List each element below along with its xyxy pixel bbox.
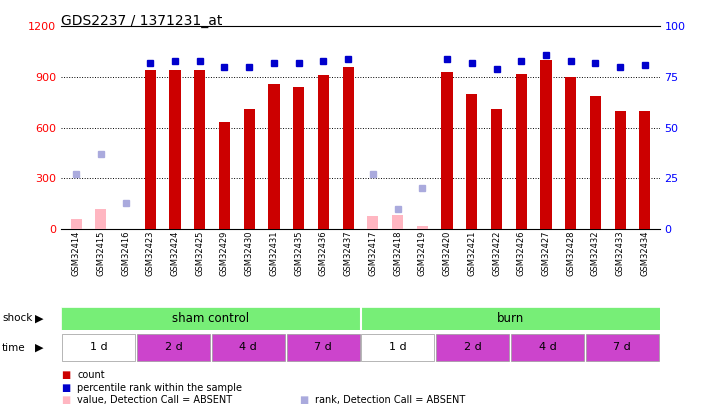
Text: percentile rank within the sample: percentile rank within the sample [77,383,242,393]
Bar [169,70,180,229]
Text: ■: ■ [299,395,309,405]
Bar [342,67,354,229]
Text: 4 d: 4 d [539,342,557,352]
Bar [244,109,255,229]
Bar [62,334,135,361]
Bar [145,70,156,229]
Bar [436,334,509,361]
Text: 7 d: 7 d [614,342,631,352]
Text: 2 d: 2 d [164,342,182,352]
Bar [137,334,210,361]
Bar [95,209,107,229]
Bar [71,219,81,229]
Text: value, Detection Call = ABSENT: value, Detection Call = ABSENT [77,395,232,405]
Bar [268,84,280,229]
Bar [287,334,360,361]
Text: rank, Detection Call = ABSENT: rank, Detection Call = ABSENT [315,395,465,405]
Text: ▶: ▶ [35,343,43,353]
Bar [441,72,453,229]
Text: ■: ■ [61,395,71,405]
Text: ■: ■ [61,383,71,393]
Bar [367,216,379,229]
Text: 1 d: 1 d [90,342,107,352]
Bar [61,307,360,330]
Bar [640,111,650,229]
Bar [466,94,477,229]
Bar [586,334,659,361]
Bar [361,334,434,361]
Bar [219,122,230,229]
Text: ▶: ▶ [35,313,43,323]
Text: burn: burn [497,312,523,325]
Bar [590,96,601,229]
Text: count: count [77,370,105,380]
Text: ■: ■ [61,370,71,380]
Bar [511,334,584,361]
Text: sham control: sham control [172,312,249,325]
Bar [392,215,403,229]
Bar [293,87,304,229]
Text: 7 d: 7 d [314,342,332,352]
Bar [541,60,552,229]
Text: 1 d: 1 d [389,342,407,352]
Text: 4 d: 4 d [239,342,257,352]
Bar [565,77,576,229]
Bar [516,74,527,229]
Text: 2 d: 2 d [464,342,482,352]
Bar [614,111,626,229]
Bar [212,334,285,361]
Bar [417,226,428,229]
Text: time: time [2,343,26,353]
Bar [491,109,502,229]
Text: GDS2237 / 1371231_at: GDS2237 / 1371231_at [61,14,223,28]
Text: shock: shock [2,313,32,323]
Bar [318,75,329,229]
Bar [360,307,660,330]
Bar [194,70,205,229]
